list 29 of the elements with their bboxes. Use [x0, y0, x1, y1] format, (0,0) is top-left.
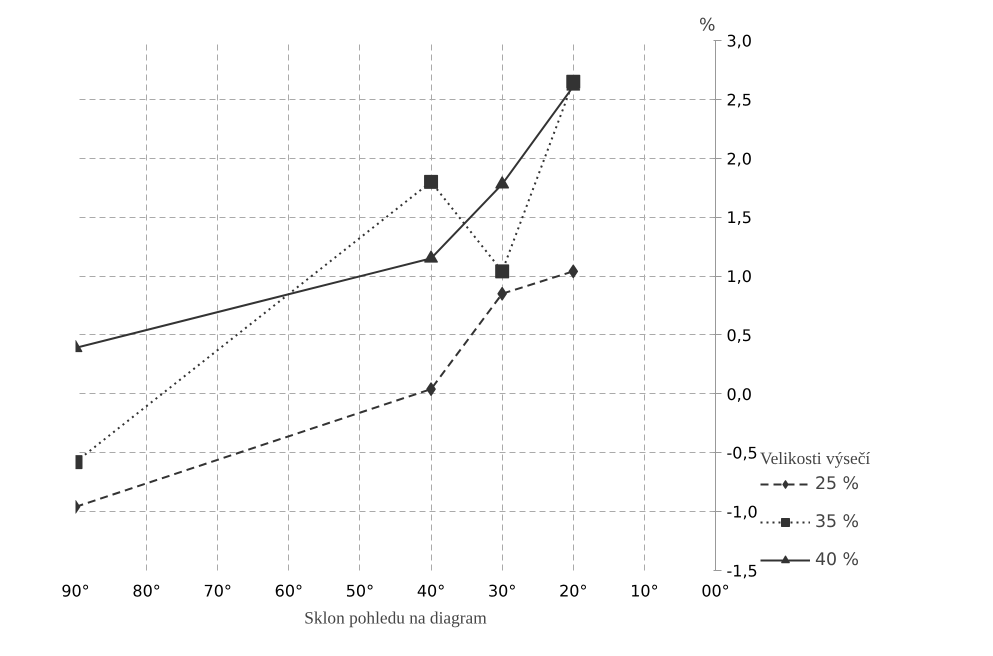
y-tick-label: 3,0 [726, 32, 752, 50]
y-axis-title: % [699, 16, 716, 36]
legend-label: 25 % [815, 474, 860, 494]
y-tick-label: 0,0 [726, 384, 752, 404]
y-tick-label: -1,5 [726, 562, 758, 580]
x-tick-label: 00° [701, 582, 730, 600]
x-tick-label: 50° [346, 582, 374, 600]
x-tick-label: 40° [416, 582, 446, 600]
x-tick-label: 10° [630, 582, 659, 600]
y-tick-label: 2,0 [726, 149, 752, 168]
legend-label: 40 % [815, 550, 860, 570]
x-tick-label: 60° [274, 582, 304, 600]
point [424, 174, 438, 189]
x-tick-label: 80° [132, 582, 161, 600]
x-tick-label: 20° [559, 582, 588, 600]
legend-label: 35 % [815, 512, 860, 532]
legend-title: Velikosti výsečí [760, 449, 870, 469]
y-tick-label: 0,5 [726, 326, 752, 345]
y-tick-label: 1,5 [726, 208, 752, 228]
y-tick-label: -1,0 [726, 502, 758, 522]
y-tick-label: 1,0 [726, 267, 752, 286]
point [568, 264, 578, 278]
x-tick-label: 30° [488, 582, 516, 600]
point [495, 264, 510, 278]
x-tick-label: 70° [204, 582, 232, 600]
x-axis-title: Sklon pohledu na diagram [304, 608, 488, 628]
y-tick-label: -0,5 [726, 444, 758, 463]
y-tick-label: 2,5 [726, 90, 752, 110]
x-tick-label: 90° [61, 582, 90, 600]
